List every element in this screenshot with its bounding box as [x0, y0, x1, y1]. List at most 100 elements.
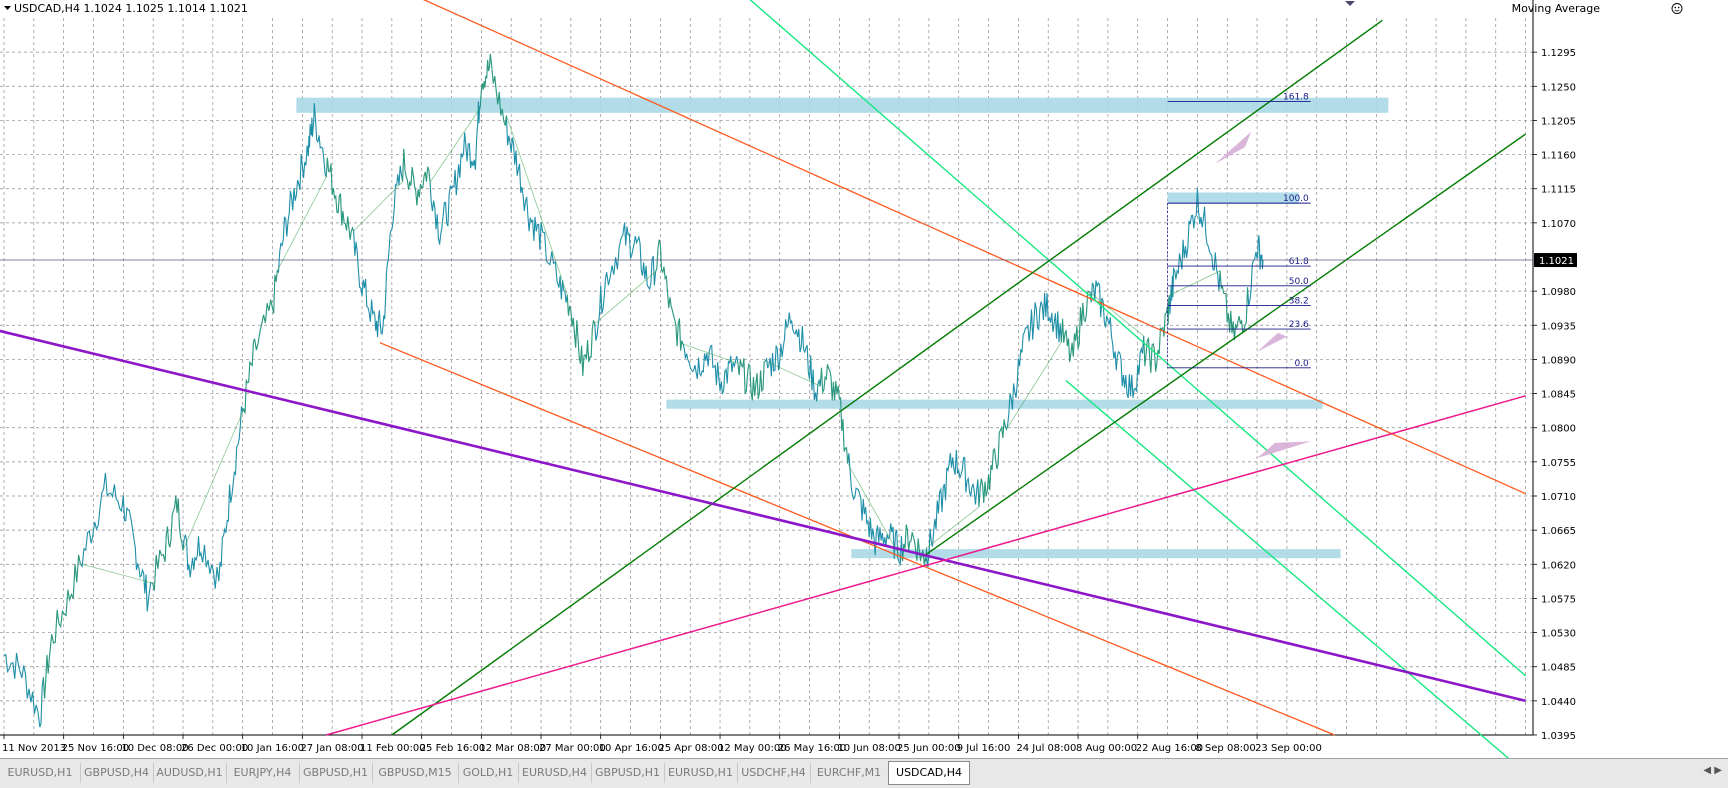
indicator-face-eye-icon	[1674, 6, 1677, 9]
time-tick-label: 24 Jul 08:00	[1016, 743, 1076, 754]
time-tick-label: 26 May 16:00	[778, 743, 847, 754]
fib-level-label: 23.6	[1289, 320, 1309, 330]
chart-tab[interactable]: GBPUSD,H1	[591, 763, 665, 783]
fib-level-label: 161.8	[1283, 92, 1309, 102]
chart-grid	[0, 0, 1534, 736]
trend-lines[interactable]	[0, 0, 1527, 758]
tab-scroll-right-icon[interactable]: ▶	[1714, 765, 1722, 776]
time-tick-label: 11 Feb 00:00	[360, 743, 426, 754]
time-tick-label: 25 Apr 08:00	[658, 743, 723, 754]
period-separator-marker-icon	[1345, 1, 1355, 6]
symbol-info: USDCAD,H4 1.1024 1.1025 1.1014 1.1021	[14, 2, 248, 15]
trend-line[interactable]	[922, 133, 1526, 558]
time-tick-label: 10 Jun 08:00	[837, 743, 901, 754]
fib-level-label: 0.0	[1294, 359, 1309, 369]
current-price-label: 1.1021	[1539, 256, 1574, 267]
price-tick-label: 1.1205	[1541, 116, 1576, 127]
chart-menu-triangle-icon[interactable]	[4, 6, 11, 10]
fib-level-label: 38.2	[1289, 297, 1309, 307]
price-tick-label: 1.0440	[1541, 697, 1576, 708]
price-series	[3, 53, 1264, 728]
price-tick-label: 1.1160	[1541, 151, 1576, 162]
time-tick-label: 25 Nov 16:00	[62, 743, 129, 754]
zone-rectangle	[851, 549, 1341, 559]
chart-tab-bar: EURUSD,H1 GBPUSD,H4 AUDUSD,H1 EURJPY,H4 GBPU…	[0, 758, 1728, 788]
time-tick-label: 27 Mar 00:00	[539, 743, 606, 754]
fibonacci-levels[interactable]: 161.8 100.0 61.8 50.0 38.2 23.6 0.0	[1167, 92, 1311, 369]
projection-areas	[1215, 131, 1311, 459]
indicator-face-eye-icon	[1677, 6, 1680, 9]
projection-area	[1257, 441, 1311, 459]
time-tick-label: 8 Aug 00:00	[1076, 743, 1137, 754]
fib-level-label: 50.0	[1289, 277, 1309, 287]
chart-tab[interactable]: GOLD,H1	[458, 763, 519, 783]
zone-rectangle	[666, 399, 1323, 409]
price-tick-label: 1.0710	[1541, 492, 1576, 503]
chart-tab[interactable]: USDCHF,H4	[737, 763, 811, 783]
time-tick-label: 12 May 00:00	[718, 743, 787, 754]
chart-tab[interactable]: GBPUSD,H4	[80, 763, 154, 783]
chart-tab[interactable]: EURUSD,H1	[0, 763, 81, 783]
chart-tab[interactable]: AUDUSD,H1	[153, 763, 227, 783]
price-tick-label: 1.0665	[1541, 526, 1576, 537]
trend-line[interactable]	[1065, 380, 1525, 758]
price-tick-label: 1.1115	[1541, 185, 1576, 196]
time-tick-label: 23 Sep 00:00	[1255, 743, 1322, 754]
chart-tab[interactable]: EURJPY,H4	[226, 763, 300, 783]
price-tick-label: 1.1250	[1541, 82, 1576, 93]
time-tick-label: 10 Jan 16:00	[241, 743, 304, 754]
zone-rectangle	[296, 97, 1389, 113]
price-tick-label: 1.0575	[1541, 594, 1576, 605]
time-tick-label: 25 Jun 00:00	[897, 743, 961, 754]
trend-line[interactable]	[392, 0, 1526, 495]
price-tick-label: 1.1295	[1541, 48, 1576, 59]
price-tick-label: 1.1070	[1541, 219, 1576, 230]
chart-tab[interactable]: EURCHF,M1	[810, 763, 889, 783]
projection-area	[1215, 131, 1252, 164]
projection-area	[1257, 332, 1287, 352]
price-line-overlay	[42, 53, 1248, 699]
fib-level-label: 100.0	[1283, 194, 1309, 204]
chart-tab[interactable]: EURUSD,H1	[664, 763, 738, 783]
price-axis[interactable]: 1.1295 1.1250 1.1205 1.1160 1.1115 1.1070 1.09…	[1533, 48, 1577, 742]
price-tick-label: 1.0620	[1541, 560, 1576, 571]
chart-tab[interactable]: EURUSD,H4	[518, 763, 592, 783]
price-tick-label: 1.0800	[1541, 424, 1576, 435]
zone-rectangle	[1167, 192, 1299, 204]
trend-line[interactable]	[326, 395, 1526, 736]
chart-tab[interactable]: GBPUSD,M15	[372, 763, 459, 783]
price-tick-label: 1.0755	[1541, 458, 1576, 469]
indicator-face-icon[interactable]	[1671, 3, 1683, 14]
time-tick-label: 10 Apr 16:00	[599, 743, 664, 754]
time-tick-label: 10 Dec 08:00	[121, 743, 188, 754]
indicator-face-mouth-icon	[1674, 9, 1680, 12]
time-tick-label: 8 Sep 08:00	[1195, 743, 1255, 754]
current-price-box	[1534, 253, 1577, 268]
price-tick-label: 1.0935	[1541, 321, 1576, 332]
trend-line[interactable]	[0, 329, 1526, 703]
time-tick-label: 22 Aug 16:00	[1136, 743, 1203, 754]
price-tick-label: 1.0485	[1541, 663, 1576, 674]
chart-tab[interactable]: GBPUSD,H1	[299, 763, 373, 783]
tab-scroll-left-icon[interactable]: ◀	[1703, 765, 1712, 776]
price-tick-label: 1.0530	[1541, 629, 1576, 640]
time-tick-label: 25 Feb 16:00	[420, 743, 486, 754]
time-tick-label: 26 Dec 00:00	[181, 743, 248, 754]
time-tick-label: 9 Jul 16:00	[957, 743, 1011, 754]
price-tick-label: 1.0395	[1541, 731, 1576, 742]
time-tick-label: 27 Jan 08:00	[300, 743, 363, 754]
price-tick-label: 1.0980	[1541, 287, 1576, 298]
trend-line[interactable]	[391, 19, 1383, 736]
time-tick-label: 12 Mar 08:00	[479, 743, 546, 754]
price-tick-label: 1.0890	[1541, 355, 1576, 366]
chart-tab[interactable]: USDCAD,H4	[888, 761, 970, 785]
tab-scroll-arrows[interactable]: ◀ ▶	[1703, 765, 1722, 776]
price-tick-label: 1.0845	[1541, 390, 1576, 401]
fib-level-label: 61.8	[1289, 257, 1309, 267]
support-resistance-zones	[296, 97, 1389, 559]
trend-line[interactable]	[732, 0, 1527, 677]
time-tick-label: 11 Nov 2013	[2, 743, 66, 754]
indicator-label[interactable]: Moving Average	[1512, 2, 1601, 15]
